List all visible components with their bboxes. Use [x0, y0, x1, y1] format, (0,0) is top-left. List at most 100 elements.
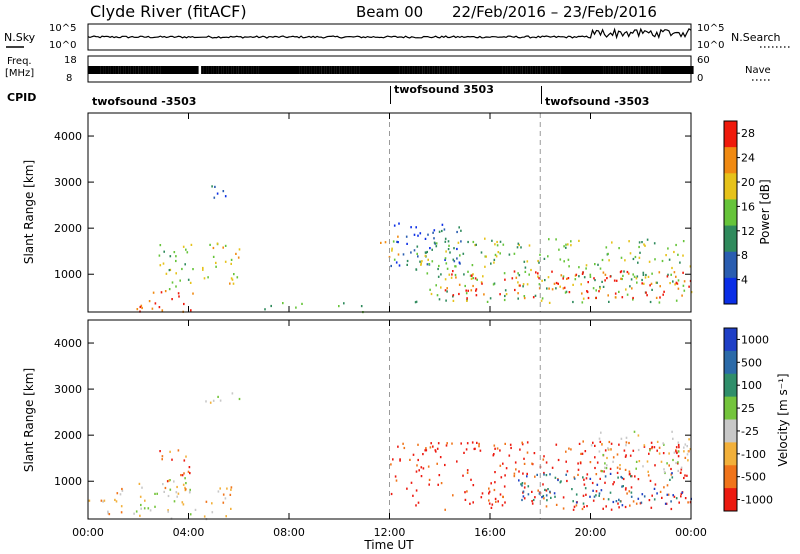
echo-cell — [637, 261, 639, 264]
colorbar-frame — [723, 327, 738, 512]
colorbar-swatch — [724, 442, 737, 466]
echo-cell — [491, 503, 494, 506]
freq-sample — [186, 66, 189, 74]
echo-cell — [425, 447, 427, 450]
echo-cell — [658, 446, 661, 449]
echo-cell — [601, 443, 603, 446]
freq-sample — [306, 66, 310, 74]
echo-cell — [670, 473, 673, 476]
echo-cell — [513, 270, 516, 273]
echo-cell — [629, 454, 632, 457]
echo-cell — [427, 258, 429, 261]
echo-cell — [433, 241, 436, 244]
echo-cell — [572, 508, 575, 511]
freq-sample — [439, 66, 443, 74]
echo-cell — [441, 223, 444, 226]
colorbar-swatch — [724, 373, 737, 398]
power-y-axis: 1000 2000 3000 4000 — [54, 130, 691, 281]
echo-cell — [481, 492, 484, 495]
echo-cell — [537, 272, 539, 275]
freq-sample — [193, 66, 197, 74]
freq-sample — [301, 66, 305, 74]
echo-cell — [644, 276, 647, 279]
echo-cell — [185, 488, 187, 491]
freq-sample — [188, 66, 192, 74]
echo-cell — [444, 240, 447, 243]
echo-cell — [171, 458, 173, 461]
echo-cell — [454, 265, 456, 268]
echo-cell — [397, 445, 399, 448]
echo-cell — [148, 300, 151, 303]
echo-cell — [445, 444, 448, 447]
echo-cell — [415, 489, 418, 492]
freq-sample — [515, 66, 518, 74]
echo-cell — [107, 512, 109, 515]
echo-cell — [429, 288, 431, 291]
echo-cell — [634, 475, 636, 478]
echo-cell — [524, 270, 527, 273]
echo-cell — [175, 255, 177, 258]
x-tick-label: 04:00 — [173, 526, 205, 539]
echo-cell — [465, 448, 468, 451]
echo-cell — [427, 465, 430, 468]
echo-cell — [445, 262, 448, 265]
echo-cell — [673, 271, 676, 274]
echo-cell — [380, 241, 382, 244]
freq-sample — [447, 66, 450, 74]
echo-cell — [444, 463, 446, 467]
freq-sample — [608, 66, 611, 74]
echo-cell — [207, 276, 209, 279]
echo-cell — [161, 458, 163, 461]
echo-cell — [420, 466, 423, 469]
echo-cell — [589, 273, 592, 276]
freq-sample — [128, 66, 131, 74]
freq-sample — [356, 66, 360, 74]
echo-cell — [392, 240, 395, 243]
echo-cell — [658, 452, 661, 455]
echo-cell — [462, 252, 465, 255]
echo-cell — [684, 497, 687, 500]
echo-cell — [646, 238, 649, 241]
echo-cell — [567, 277, 570, 280]
echo-cell — [628, 240, 630, 243]
echo-cell — [499, 493, 502, 496]
echo-cell — [646, 460, 649, 463]
freq-sample — [309, 66, 312, 74]
echo-cell — [684, 474, 686, 477]
echo-cell — [526, 441, 529, 444]
echo-cell — [677, 469, 679, 472]
echo-cell — [554, 476, 557, 479]
echo-cell — [538, 277, 540, 280]
echo-cell — [553, 282, 556, 285]
echo-cell — [177, 492, 180, 495]
echo-cell — [187, 470, 190, 473]
echo-cell — [212, 399, 215, 402]
echo-cell — [397, 241, 399, 244]
echo-cell — [478, 445, 480, 448]
echo-cell — [420, 263, 422, 266]
freq-sample — [560, 66, 563, 74]
echo-cell — [607, 252, 609, 255]
freq-unit: [MHz] — [5, 68, 34, 79]
freq-sample — [404, 66, 408, 74]
echo-cell — [567, 243, 569, 246]
echo-cell — [663, 468, 665, 471]
echo-cell — [159, 450, 161, 453]
echo-cell — [674, 283, 676, 286]
echo-cell — [557, 478, 559, 482]
echo-cell — [448, 273, 451, 276]
echo-cell — [144, 499, 146, 502]
freq-sample — [673, 66, 676, 74]
echo-cell — [608, 440, 611, 444]
echo-cell — [392, 458, 394, 461]
echo-cell — [528, 273, 530, 276]
echo-cell — [518, 274, 521, 277]
echo-cell — [494, 481, 496, 484]
echo-cell — [598, 290, 600, 293]
echo-cell — [575, 504, 578, 507]
echo-cell — [580, 283, 582, 286]
echo-cell — [578, 239, 580, 242]
freq-sample — [527, 66, 531, 74]
echo-cell — [549, 490, 551, 493]
echo-cell — [546, 287, 548, 290]
